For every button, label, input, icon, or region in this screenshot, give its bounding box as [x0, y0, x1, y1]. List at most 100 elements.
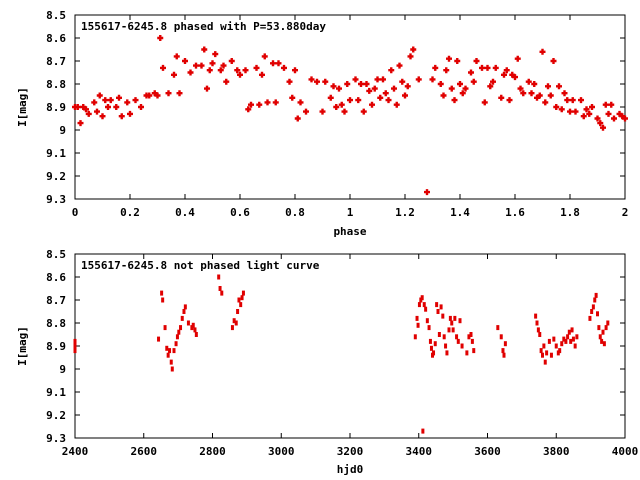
- data-point: [608, 101, 615, 108]
- data-point: [182, 309, 186, 314]
- data-point: [338, 101, 345, 108]
- data-point: [572, 108, 579, 115]
- data-point: [382, 90, 389, 97]
- chart-panel-2: 2400 2600 2800 3000 3200 3400 3600 3800 4000 8.5 8…: [16, 248, 638, 476]
- data-point: [341, 108, 348, 115]
- data-point: [240, 295, 244, 301]
- data-point: [467, 334, 471, 340]
- data-point: [517, 85, 524, 92]
- data-point: [186, 320, 190, 326]
- data-point: [503, 67, 510, 74]
- data-point: [448, 85, 455, 92]
- data-point: [569, 97, 576, 104]
- data-point: [236, 309, 240, 314]
- data-point: [447, 327, 451, 333]
- data-point: [116, 94, 123, 101]
- data-point: [605, 110, 612, 117]
- data-point: [248, 101, 254, 108]
- data-point: [399, 78, 406, 85]
- data-point: [385, 97, 392, 104]
- data-point: [455, 334, 459, 340]
- data-point: [446, 55, 452, 62]
- data-point: [425, 318, 429, 324]
- data-point: [319, 108, 326, 115]
- data-point: [567, 329, 571, 335]
- data-point: [560, 341, 564, 347]
- data-point: [501, 71, 507, 78]
- data-point: [102, 97, 109, 104]
- data-point: [558, 348, 562, 354]
- x-tick-label: 2800: [199, 445, 226, 458]
- x-tick-label: 0.4: [175, 206, 195, 219]
- y-tick-label: 9: [59, 363, 66, 376]
- plot-frame: [74, 14, 626, 200]
- data-point: [597, 325, 601, 331]
- chart-title: 155617-6245.8 not phased light curve: [81, 259, 320, 272]
- data-point: [99, 113, 106, 120]
- data-point: [232, 318, 236, 324]
- data-point: [573, 343, 577, 349]
- data-point: [424, 306, 428, 312]
- data-point: [193, 327, 197, 333]
- data-point: [230, 325, 234, 331]
- data-point: [374, 76, 381, 83]
- data-point: [201, 46, 208, 53]
- data-point: [594, 292, 598, 298]
- data-point: [259, 71, 265, 78]
- data-point: [344, 81, 351, 88]
- data-point: [234, 320, 238, 326]
- data-point: [363, 81, 370, 88]
- data-point: [569, 338, 573, 344]
- data-point: [531, 81, 538, 88]
- y-tick-label: 9.1: [46, 386, 66, 399]
- data-point: [539, 48, 546, 55]
- data-point: [556, 83, 562, 90]
- data-point: [292, 67, 298, 74]
- data-point: [160, 290, 164, 296]
- data-point: [528, 90, 535, 97]
- data-point: [547, 92, 554, 99]
- data-point: [462, 85, 469, 92]
- data-point: [198, 62, 205, 69]
- x-tick-label: 1.6: [505, 206, 525, 219]
- data-point: [490, 78, 496, 85]
- data-point: [554, 343, 558, 349]
- data-point: [566, 334, 570, 340]
- data-point: [422, 302, 426, 308]
- y-tick-label: 9.3: [46, 432, 66, 445]
- data-point: [472, 348, 476, 354]
- data-point: [514, 55, 521, 62]
- data-point: [237, 71, 243, 78]
- x-tick-label: 0.6: [230, 206, 250, 219]
- data-point: [369, 101, 375, 108]
- data-point: [124, 99, 131, 106]
- x-tick-label: 3000: [268, 445, 295, 458]
- data-point: [407, 53, 414, 60]
- data-point: [589, 104, 595, 111]
- data-point: [457, 81, 463, 88]
- data-point: [600, 338, 604, 344]
- data-point: [451, 327, 455, 333]
- data-point: [217, 67, 224, 74]
- data-point: [261, 53, 268, 60]
- data-point: [239, 302, 243, 308]
- data-point: [360, 108, 367, 115]
- x-tick-label: 0.8: [285, 206, 305, 219]
- data-point: [270, 60, 276, 67]
- data-point: [535, 320, 539, 326]
- data-point: [580, 113, 587, 120]
- data-point: [352, 76, 359, 83]
- data-point: [561, 90, 568, 97]
- data-point: [187, 69, 194, 76]
- x-tick-label: 3400: [406, 445, 433, 458]
- data-point: [286, 78, 293, 85]
- data-point: [591, 304, 595, 310]
- data-point: [498, 94, 505, 101]
- data-point: [165, 90, 172, 97]
- data-point: [465, 350, 469, 356]
- data-point: [366, 87, 373, 94]
- data-point: [151, 90, 158, 97]
- data-point: [391, 85, 397, 92]
- data-point: [502, 352, 506, 358]
- x-tick-label: 1.8: [560, 206, 580, 219]
